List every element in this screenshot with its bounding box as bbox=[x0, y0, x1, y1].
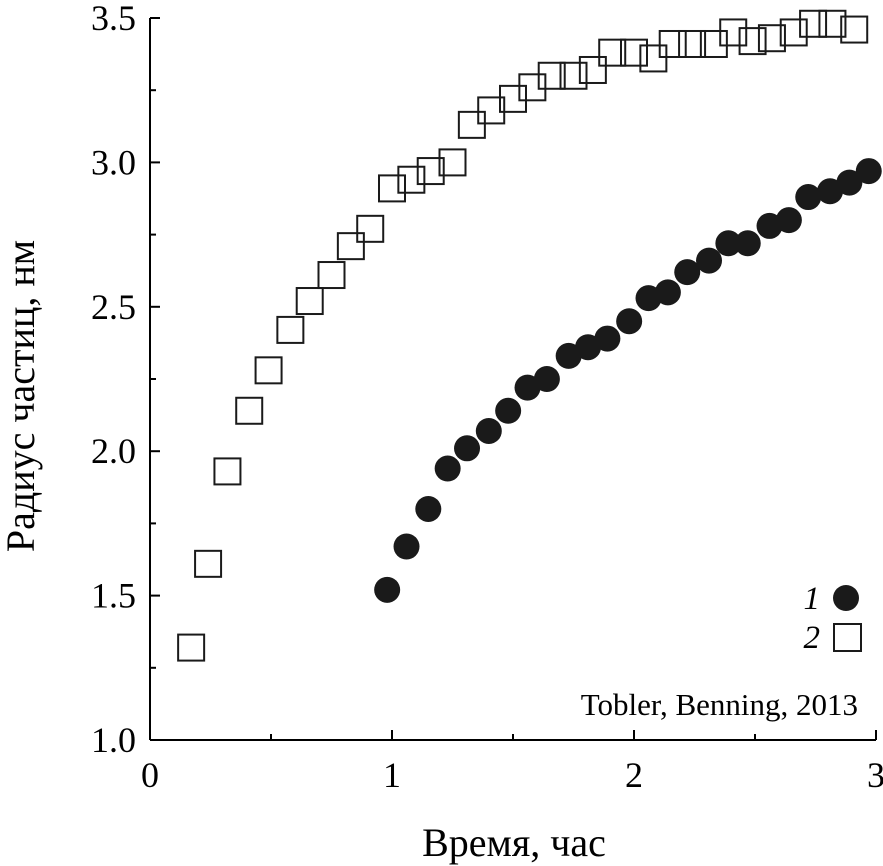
series-2-point bbox=[317, 261, 346, 290]
series-2-point bbox=[235, 396, 264, 425]
series-1-point bbox=[674, 259, 701, 286]
y-tick-label: 2.0 bbox=[91, 431, 136, 471]
x-tick-label: 3 bbox=[867, 755, 883, 795]
legend: 1 2 bbox=[804, 581, 862, 656]
x-axis-label: Время, час bbox=[422, 820, 606, 865]
series-1-point bbox=[594, 325, 621, 352]
series-2-point bbox=[840, 15, 869, 44]
series-2-point bbox=[457, 110, 486, 139]
series-1-point bbox=[374, 576, 401, 603]
series-1-point bbox=[817, 178, 844, 205]
y-tick-labels: 1.0 1.5 2.0 2.5 3.0 3.5 bbox=[91, 0, 136, 760]
series-1-point bbox=[475, 417, 502, 444]
series-2-point bbox=[537, 61, 566, 90]
data-marks bbox=[177, 9, 882, 662]
series-1-point bbox=[855, 158, 882, 185]
series-1-point bbox=[654, 279, 681, 306]
series-2-point bbox=[438, 148, 467, 177]
series-2-point bbox=[254, 356, 283, 385]
y-tick-label: 1.5 bbox=[91, 576, 136, 616]
series-2-point bbox=[719, 18, 748, 47]
y-axis-label: Радиус частиц, нм bbox=[0, 240, 43, 552]
series-2-point bbox=[194, 549, 223, 578]
y-tick-label: 2.5 bbox=[91, 287, 136, 327]
y-tick-label: 3.0 bbox=[91, 142, 136, 182]
series-2-point bbox=[397, 165, 426, 194]
series-1-point bbox=[415, 495, 442, 522]
series-2-point bbox=[620, 38, 648, 67]
series-1-point bbox=[575, 334, 602, 361]
series-2-point bbox=[699, 29, 728, 58]
series-1-point bbox=[393, 533, 420, 560]
series-2-point bbox=[799, 9, 828, 38]
series-2-point bbox=[658, 29, 687, 58]
series-1-point bbox=[454, 435, 481, 462]
legend-label-series-1: 1 bbox=[804, 581, 821, 617]
series-2-point bbox=[499, 84, 527, 113]
series-2-point bbox=[518, 73, 547, 102]
series-2-point bbox=[818, 9, 847, 38]
series-1-point bbox=[836, 169, 863, 196]
x-tick-label: 2 bbox=[625, 755, 643, 795]
x-tick-label: 1 bbox=[383, 755, 401, 795]
series-2-point bbox=[779, 18, 808, 47]
legend-marker-filled-circle bbox=[833, 585, 859, 611]
series-2-point bbox=[477, 96, 506, 125]
y-tick-label: 1.0 bbox=[91, 720, 136, 760]
legend-marker-open-square bbox=[833, 623, 862, 652]
series-2-point bbox=[578, 55, 607, 84]
series-2-point bbox=[213, 457, 242, 486]
y-tick-label: 3.5 bbox=[91, 0, 136, 38]
series-2-point bbox=[295, 287, 324, 316]
series-2-point bbox=[598, 38, 627, 67]
axes bbox=[149, 17, 877, 741]
series-2-point bbox=[757, 24, 786, 53]
legend-label-series-2: 2 bbox=[804, 620, 821, 656]
series-1-point bbox=[715, 230, 742, 257]
series-1-point bbox=[734, 230, 761, 257]
series-2-point bbox=[356, 214, 385, 243]
series-2-point bbox=[378, 174, 406, 203]
series-1-point bbox=[514, 374, 541, 401]
series-2-point bbox=[738, 27, 767, 56]
series-2-point bbox=[639, 44, 668, 73]
series-1-point bbox=[616, 308, 643, 335]
x-tick-label: 0 bbox=[141, 755, 159, 795]
series-2-point bbox=[559, 61, 588, 90]
series-1-point bbox=[696, 247, 723, 274]
series-2-point bbox=[276, 315, 305, 344]
source-annotation: Tobler, Benning, 2013 bbox=[581, 687, 858, 722]
series-1-point bbox=[495, 397, 522, 424]
series-2-point bbox=[336, 232, 365, 261]
series-2-point bbox=[678, 29, 707, 58]
series-2-point bbox=[177, 633, 206, 662]
series-2-point bbox=[416, 157, 445, 186]
series-1-point bbox=[795, 184, 822, 211]
series-1-point bbox=[555, 342, 582, 369]
x-tick-labels: 0 1 2 3 bbox=[141, 755, 883, 795]
series-1-point bbox=[775, 207, 802, 234]
series-1-point bbox=[533, 366, 560, 392]
series-1-point bbox=[434, 455, 461, 482]
